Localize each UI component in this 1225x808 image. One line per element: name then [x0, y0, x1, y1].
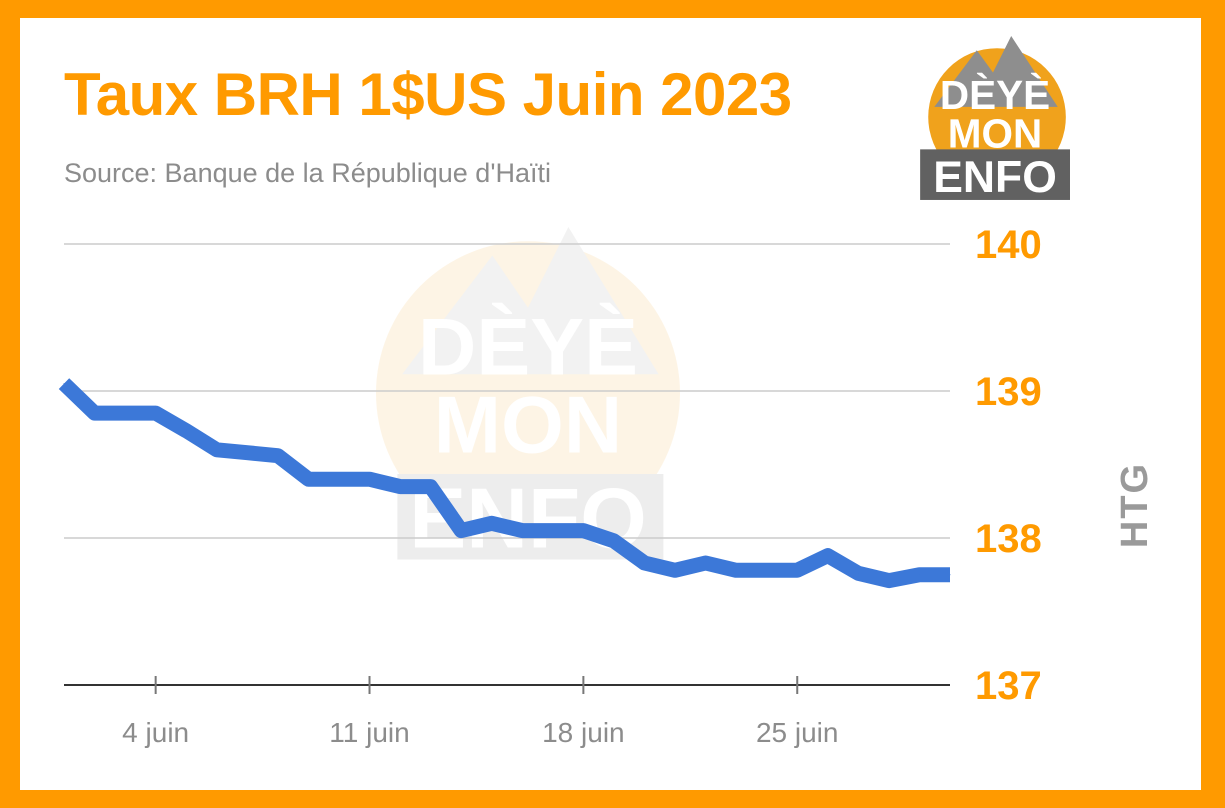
- logo-text-1: DÈYÈ: [940, 72, 1050, 118]
- data-point: [735, 569, 737, 571]
- data-point: [277, 455, 279, 457]
- y-tick-label: 138: [975, 517, 1042, 561]
- data-point: [94, 412, 96, 414]
- svg-text:DÈYÈ: DÈYÈ: [418, 301, 638, 392]
- data-point: [338, 478, 340, 480]
- data-point: [582, 530, 584, 532]
- x-tick-label: 4 juin: [122, 717, 189, 748]
- gridlines: [64, 243, 950, 539]
- data-point: [216, 449, 218, 451]
- logo-text-3: ENFO: [933, 153, 1057, 202]
- data-point: [857, 572, 859, 574]
- data-point: [460, 530, 462, 532]
- data-point: [63, 383, 65, 385]
- chart-title: Taux BRH 1$US Juin 2023: [64, 61, 792, 128]
- x-axis: 4 juin 11 juin 18 juin 25 juin: [64, 676, 950, 748]
- logo-banner: [920, 149, 1070, 200]
- data-point: [827, 555, 829, 557]
- data-point: [430, 486, 432, 488]
- data-point: [888, 580, 890, 582]
- line-chart: 4 juin 11 juin 18 juin 25 juin 140 139 138 137…: [58, 223, 1156, 748]
- data-point: [185, 430, 187, 432]
- chart-card: Taux BRH 1$US Juin 2023 Source: Banque d…: [20, 18, 1201, 790]
- data-point: [399, 486, 401, 488]
- data-point: [918, 574, 920, 576]
- data-point: [796, 569, 798, 571]
- series-line: [58, 378, 950, 589]
- data-point: [766, 569, 768, 571]
- data-point: [307, 478, 309, 480]
- y-tick-label: 140: [975, 223, 1042, 267]
- data-point: [246, 452, 248, 454]
- y-tick-label: 139: [975, 370, 1042, 414]
- chart-source: Source: Banque de la République d'Haïti: [64, 158, 551, 188]
- svg-text:MON: MON: [434, 381, 622, 471]
- x-tick-label: 18 juin: [542, 717, 625, 748]
- data-point: [643, 562, 645, 564]
- logo-mountain: [934, 36, 1058, 107]
- data-point: [155, 412, 157, 414]
- logo-text-2: MON: [948, 110, 1042, 156]
- y-axis-label: HTG: [1114, 462, 1156, 548]
- data-point: [552, 530, 554, 532]
- data-point: [491, 522, 493, 524]
- data-point: [705, 562, 707, 564]
- data-point: [674, 569, 676, 571]
- y-axis-ticks: 140 139 138 137: [975, 223, 1042, 708]
- x-tick-label: 25 juin: [756, 717, 839, 748]
- brand-logo: DÈYÈ MON ENFO: [920, 36, 1070, 202]
- series-layer: [58, 378, 951, 589]
- data-point: [521, 530, 523, 532]
- data-point: [124, 412, 126, 414]
- data-point: [949, 574, 951, 576]
- data-point: [369, 478, 371, 480]
- y-tick-label: 137: [975, 664, 1042, 708]
- data-point: [613, 540, 615, 542]
- x-tick-label: 11 juin: [329, 717, 409, 748]
